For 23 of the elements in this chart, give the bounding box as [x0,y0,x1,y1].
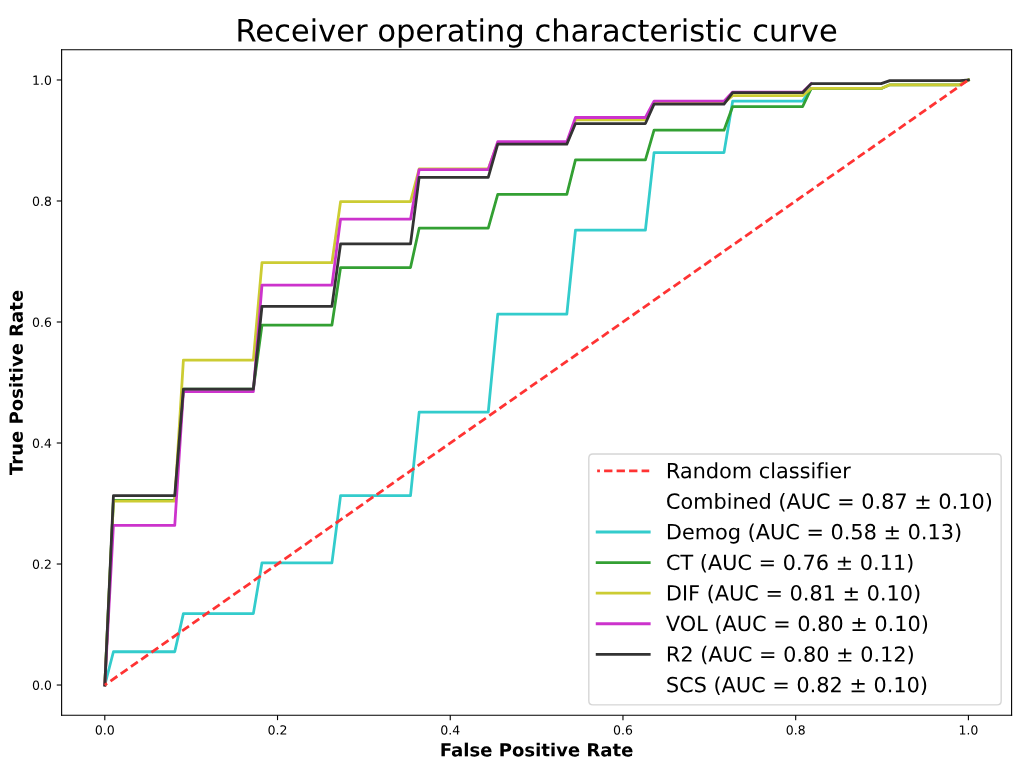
x-tick-label: 0.0 [95,725,114,735]
legend-label: Demog (AUC = 0.58 ± 0.13) [667,523,961,544]
legend-label: CT (AUC = 0.76 ± 0.11) [667,554,913,573]
legend-label: R2 (AUC = 0.80 ± 0.12) [667,645,913,665]
x-tick-label: 0.4 [441,725,460,735]
legend-label: VOL (AUC = 0.80 ± 0.10) [666,615,928,634]
x-tick-label: 1.0 [959,725,978,735]
text: Combined (AUC = 0.87 ± 0.10) [667,492,992,512]
y-tick-label: 0.0 [32,680,52,690]
y-tick-label: 0.4 [32,438,52,448]
y-tick-label: 0.8 [32,196,52,206]
x-tick-label: 0.2 [268,725,287,735]
x-tick-label: 0.6 [613,725,633,735]
y-tick-label: 0.2 [32,559,51,569]
y-axis-title: True Positive Rate [8,290,23,476]
y-tick-label: 0.6 [32,317,52,327]
x-axis-title: False Positive Rate [441,742,633,757]
chart-title: Receiver operating characteristic curve [238,18,837,48]
legend-label: Random classifier [667,462,851,479]
text: SCS (AUC = 0.82 ± 0.10) [667,676,927,695]
x-tick-label: 0.8 [786,725,805,735]
y-tick-label: 1.0 [33,75,52,85]
legend-label: DIF (AUC = 0.81 ± 0.10) [667,584,920,604]
